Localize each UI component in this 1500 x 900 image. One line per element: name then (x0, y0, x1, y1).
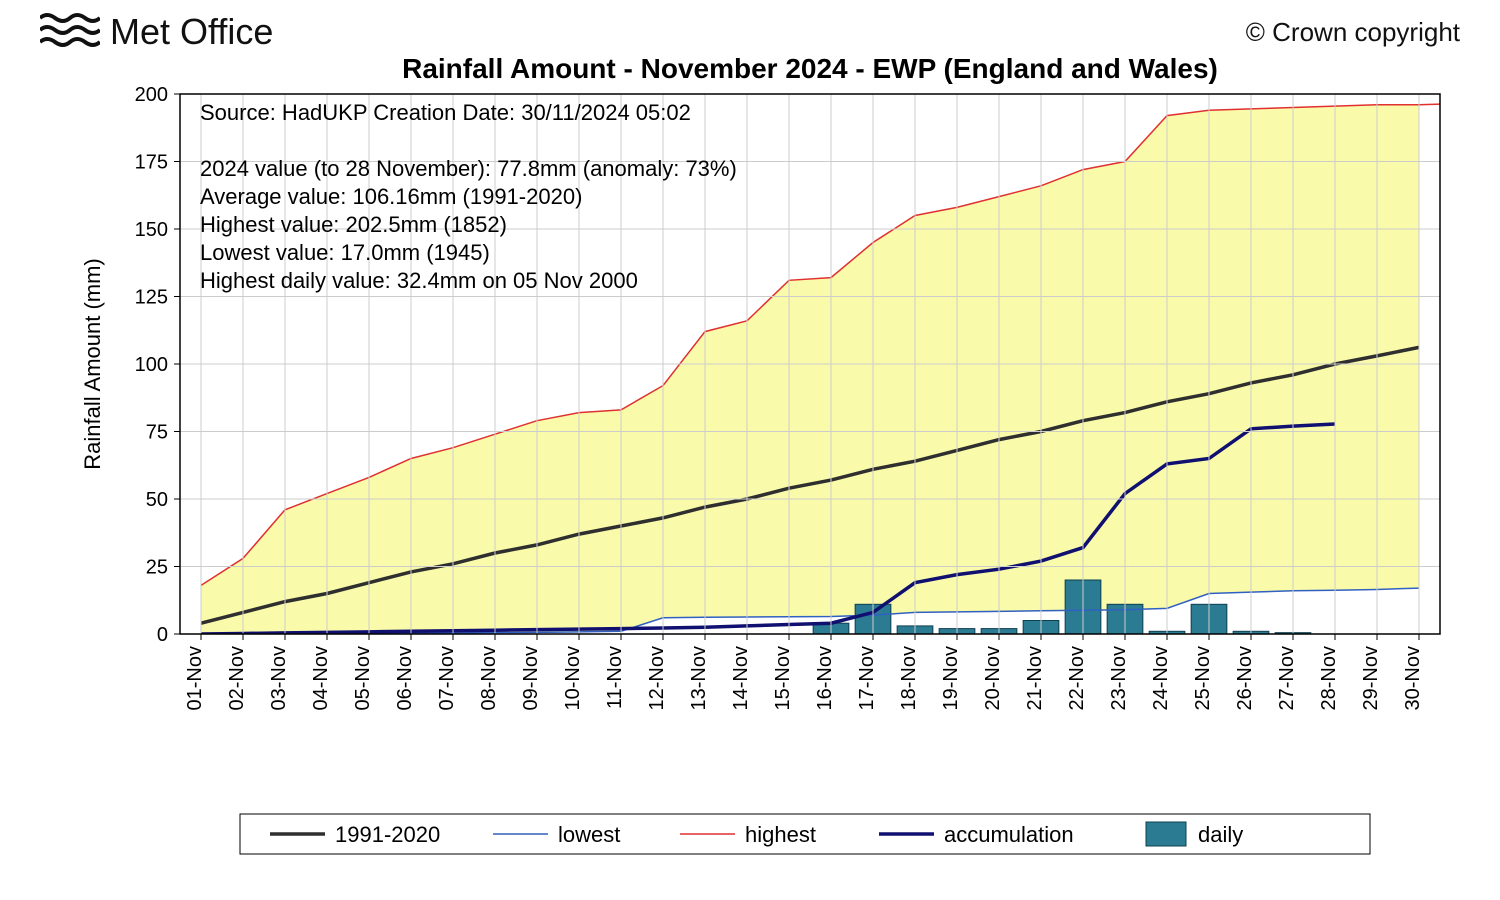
x-tick-label: 26-Nov (1234, 646, 1256, 710)
y-tick-label: 50 (146, 489, 168, 511)
x-tick-label: 08-Nov (478, 646, 500, 710)
x-tick-label: 02-Nov (226, 646, 248, 710)
x-tick-label: 30-Nov (1402, 646, 1424, 710)
x-tick-label: 13-Nov (688, 646, 710, 710)
legend-swatch (1146, 822, 1186, 846)
x-tick-label: 12-Nov (646, 646, 668, 710)
x-tick-label: 28-Nov (1318, 646, 1340, 710)
x-tick-label: 21-Nov (1024, 646, 1046, 710)
legend-label: accumulation (944, 822, 1074, 847)
org-name: Met Office (110, 11, 273, 53)
info-line: Highest daily value: 32.4mm on 05 Nov 20… (200, 268, 638, 293)
met-office-logo: Met Office (40, 10, 273, 54)
info-line: 2024 value (to 28 November): 77.8mm (ano… (200, 156, 737, 181)
x-tick-label: 29-Nov (1360, 646, 1382, 710)
y-tick-label: 75 (146, 422, 168, 444)
x-tick-label: 25-Nov (1192, 646, 1214, 710)
info-line: Highest value: 202.5mm (1852) (200, 212, 507, 237)
info-line: Source: HadUKP Creation Date: 30/11/2024… (200, 100, 691, 125)
x-tick-label: 22-Nov (1066, 646, 1088, 710)
waves-icon (40, 10, 100, 54)
x-tick-label: 17-Nov (856, 646, 878, 710)
y-tick-label: 100 (135, 354, 168, 376)
y-axis-label: Rainfall Amount (mm) (80, 258, 105, 470)
x-tick-label: 19-Nov (940, 646, 962, 710)
legend-label: daily (1198, 822, 1243, 847)
info-line: Average value: 106.16mm (1991-2020) (200, 184, 582, 209)
x-tick-label: 04-Nov (310, 646, 332, 710)
rainfall-chart: Rainfall Amount - November 2024 - EWP (E… (40, 54, 1460, 874)
info-line: Lowest value: 17.0mm (1945) (200, 240, 490, 265)
x-tick-label: 15-Nov (772, 646, 794, 710)
x-tick-label: 11-Nov (604, 646, 626, 709)
x-tick-label: 06-Nov (394, 646, 416, 710)
copyright-text: © Crown copyright (1246, 17, 1460, 48)
y-tick-label: 150 (135, 219, 168, 241)
x-tick-label: 01-Nov (184, 646, 206, 710)
legend-label: highest (745, 822, 816, 847)
x-tick-label: 07-Nov (436, 646, 458, 710)
x-tick-label: 27-Nov (1276, 646, 1298, 710)
x-tick-label: 20-Nov (982, 646, 1004, 710)
y-tick-label: 175 (135, 152, 168, 174)
legend-label: lowest (558, 822, 620, 847)
x-tick-label: 05-Nov (352, 646, 374, 710)
y-tick-label: 125 (135, 287, 168, 309)
y-tick-label: 0 (157, 624, 168, 646)
x-tick-label: 18-Nov (898, 646, 920, 710)
x-tick-label: 03-Nov (268, 646, 290, 710)
y-tick-label: 25 (146, 557, 168, 579)
y-tick-label: 200 (135, 84, 168, 106)
x-tick-label: 16-Nov (814, 646, 836, 710)
x-tick-label: 14-Nov (730, 646, 752, 710)
x-tick-label: 10-Nov (562, 646, 584, 710)
legend-label: 1991-2020 (335, 822, 440, 847)
x-tick-label: 23-Nov (1108, 646, 1130, 710)
x-tick-label: 24-Nov (1150, 646, 1172, 710)
x-tick-label: 09-Nov (520, 646, 542, 710)
chart-title: Rainfall Amount - November 2024 - EWP (E… (402, 54, 1218, 84)
